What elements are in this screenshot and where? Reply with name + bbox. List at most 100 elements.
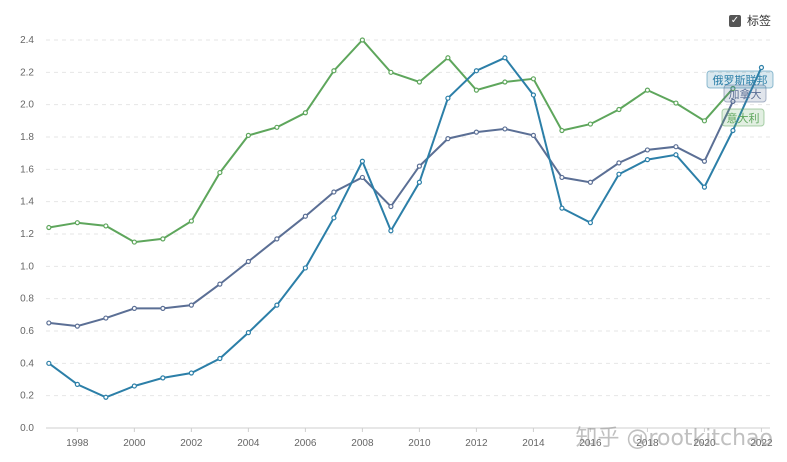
y-tick-label: 1.2	[20, 229, 34, 240]
data-point	[331, 215, 337, 221]
data-point	[473, 68, 480, 74]
y-axis: 0.0 0.2 0.4 0.6 0.8 1.0 1.2 1.4 1.6 1.8 2.0 2.2 2.4	[20, 35, 34, 434]
data-point	[331, 189, 337, 195]
data-point	[74, 220, 80, 226]
data-point	[673, 144, 679, 150]
data-point	[359, 37, 365, 43]
y-tick-label: 0.4	[20, 358, 34, 369]
data-point	[274, 124, 280, 130]
label-toggle[interactable]: ✓ 标签	[728, 12, 771, 29]
y-tick-label: 1.0	[20, 261, 34, 272]
data-point	[188, 370, 194, 376]
data-point	[730, 127, 736, 134]
data-point	[701, 184, 708, 190]
data-point	[416, 79, 423, 85]
x-tick-label: 1998	[66, 438, 89, 449]
data-point	[530, 132, 537, 138]
data-point	[331, 68, 337, 74]
data-point	[302, 110, 308, 116]
data-point	[217, 169, 223, 176]
y-tick-label: 1.6	[20, 164, 34, 175]
data-point	[445, 136, 451, 142]
data-point	[701, 118, 708, 124]
x-tick-label: 2014	[522, 438, 545, 449]
y-tick-label: 2.2	[20, 67, 34, 78]
y-tick-label: 0.0	[20, 423, 34, 434]
data-point	[103, 315, 109, 321]
data-point	[388, 69, 394, 75]
series-label-box	[723, 84, 767, 103]
data-point	[616, 171, 622, 177]
data-point	[445, 95, 451, 101]
data-point	[502, 55, 508, 61]
data-point	[188, 218, 194, 224]
data-point	[416, 179, 423, 185]
series-label-box	[706, 70, 774, 89]
data-point	[160, 375, 166, 381]
data-point	[103, 394, 109, 400]
series-label: 加拿大	[729, 87, 762, 101]
data-point	[502, 126, 508, 132]
data-point	[217, 281, 223, 287]
x-tick-label: 2022	[750, 438, 773, 449]
data-point	[445, 55, 451, 61]
data-point	[302, 265, 308, 271]
y-tick-label: 1.4	[20, 197, 34, 208]
data-point	[673, 152, 679, 158]
data-point	[46, 320, 52, 326]
data-point	[74, 323, 80, 329]
x-tick-label: 2016	[579, 438, 602, 449]
x-tick-label: 2018	[636, 438, 659, 449]
data-point	[302, 213, 308, 219]
data-point	[46, 224, 52, 231]
x-axis: 1998 2000 2002 2004 2006 2008 2010 2012 2014 2016…	[46, 427, 773, 449]
y-tick-label: 1.8	[20, 132, 34, 143]
data-point	[188, 302, 194, 308]
data-point	[559, 127, 565, 134]
data-point	[274, 302, 280, 308]
y-tick-label: 0.8	[20, 294, 34, 305]
data-point	[160, 236, 166, 242]
check-icon[interactable]: ✓	[728, 14, 741, 27]
series-group	[46, 37, 765, 400]
data-point	[644, 147, 651, 153]
data-point	[530, 76, 537, 82]
series-line	[48, 56, 763, 399]
y-tick-label: 0.6	[20, 326, 34, 337]
data-point	[131, 305, 137, 311]
data-point	[74, 381, 80, 387]
x-tick-label: 2020	[693, 438, 716, 449]
data-point	[217, 355, 223, 362]
data-point	[530, 92, 537, 98]
y-tick-label: 0.2	[20, 391, 34, 402]
data-point	[274, 236, 280, 242]
data-point	[245, 258, 251, 265]
x-tick-label: 2002	[180, 438, 203, 449]
data-point	[616, 160, 622, 166]
x-tick-label: 2008	[351, 438, 374, 449]
data-point	[131, 239, 137, 245]
series-label-box	[721, 108, 765, 127]
data-point	[416, 163, 423, 169]
data-point	[473, 87, 480, 93]
x-tick-label: 2000	[123, 438, 146, 449]
series-label: 意大利	[727, 111, 760, 125]
x-tick-label: 2010	[408, 438, 431, 449]
x-tick-label: 2006	[294, 438, 317, 449]
data-point	[388, 203, 394, 210]
data-point	[587, 220, 594, 226]
data-point	[616, 106, 622, 113]
x-tick-label: 2004	[237, 438, 260, 449]
series-label: 俄罗斯联邦	[713, 74, 768, 87]
data-point	[359, 174, 365, 181]
watermark: 知乎 @rootkitchao	[575, 426, 773, 451]
data-point	[160, 305, 166, 311]
data-point	[644, 157, 651, 163]
data-point	[502, 79, 508, 85]
data-point	[473, 129, 480, 135]
data-point	[559, 205, 565, 211]
y-tick-label: 2.0	[20, 100, 34, 111]
label-toggle-text: 标签	[746, 14, 771, 28]
